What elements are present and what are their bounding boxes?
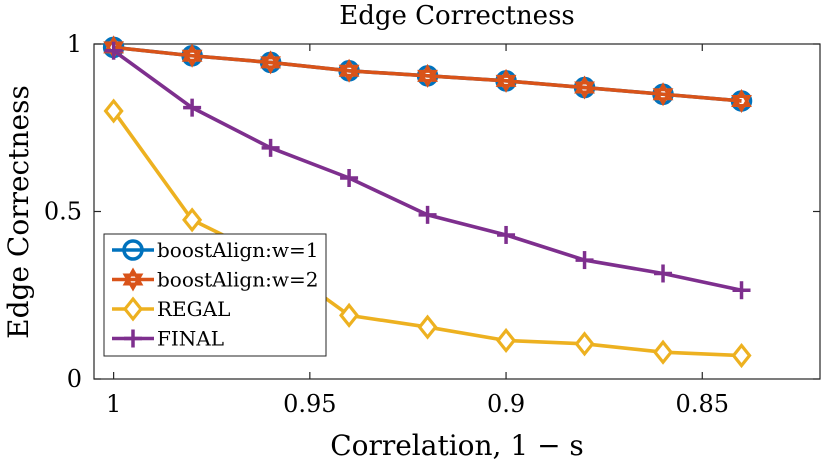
- legend: boostAlign:w=1 boostAlign:w=2 REGAL FINAL: [103, 233, 327, 357]
- data-point: [654, 264, 673, 283]
- data-point: [732, 281, 751, 300]
- data-point: [181, 43, 203, 68]
- x-tick-label: 0.9: [487, 390, 525, 418]
- data-point: [103, 98, 124, 124]
- data-point: [182, 207, 203, 233]
- legend-label: boostAlign:w=1: [157, 238, 318, 262]
- data-point: [339, 302, 360, 328]
- legend-label: boostAlign:w=2: [157, 268, 318, 292]
- data-point: [574, 331, 595, 357]
- data-point: [417, 63, 438, 88]
- marker-circle: [122, 239, 144, 261]
- data-point: [496, 327, 517, 354]
- legend-entry: boostAlign:w=1: [112, 238, 318, 262]
- data-point: [497, 225, 516, 244]
- marker-diamond: [122, 296, 144, 322]
- y-tick-label: 0: [67, 365, 82, 393]
- series-final: [104, 41, 751, 300]
- data-point: [183, 98, 202, 117]
- data-point: [104, 41, 123, 60]
- data-point: [652, 82, 674, 107]
- marker-hexagram: [122, 267, 144, 292]
- data-point: [417, 314, 438, 340]
- legend-entry: FINAL: [112, 327, 224, 351]
- data-point: [575, 251, 594, 270]
- data-point: [340, 169, 359, 187]
- y-tick-label: 0.5: [44, 198, 82, 226]
- x-tick-label: 0.95: [283, 390, 336, 418]
- y-tick-label: 1: [67, 30, 82, 58]
- data-point: [338, 58, 360, 83]
- data-point: [731, 342, 752, 369]
- data-point: [495, 68, 517, 93]
- y-axis-label: Edge Correctness: [2, 85, 35, 339]
- data-point: [652, 339, 674, 365]
- series-boostalign-w-2: [103, 35, 752, 113]
- legend-label: REGAL: [157, 297, 230, 321]
- data-point: [574, 75, 595, 100]
- data-point: [418, 205, 437, 224]
- chart-title: Edge Correctness: [339, 1, 575, 31]
- legend-entry: REGAL: [112, 296, 230, 322]
- x-tick-label: 0.85: [676, 390, 729, 418]
- x-tick-label: 1: [106, 390, 121, 418]
- legend-label: FINAL: [157, 327, 224, 351]
- series-layer: [102, 35, 753, 369]
- legend-entry: boostAlign:w=2: [112, 267, 318, 292]
- data-point: [260, 50, 281, 75]
- x-axis-label: Correlation, 1 − s: [330, 429, 584, 462]
- series-regal: [103, 98, 752, 369]
- axes: 1 0.95 0.9 0.85 0 0.5 1: [44, 30, 821, 418]
- data-point: [261, 138, 280, 157]
- marker-plus: [124, 329, 142, 348]
- data-point: [731, 88, 752, 113]
- series-line: [113, 45, 742, 103]
